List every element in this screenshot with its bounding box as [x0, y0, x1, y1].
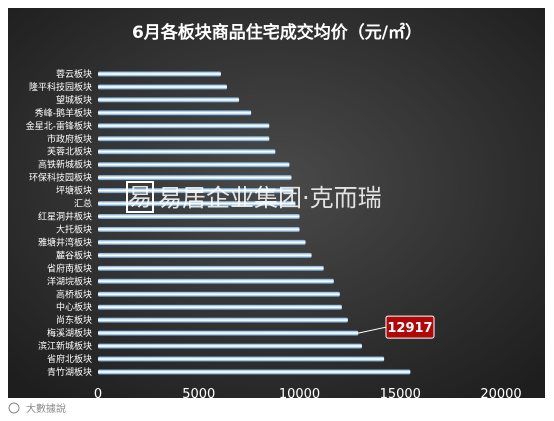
watermark-logo-glyph: 易 — [128, 183, 152, 211]
category-label: 麓谷板块 — [56, 249, 92, 261]
x-tick-label: 20000 — [480, 387, 521, 402]
x-tick-group: 0 5000 10000 15000 20000 — [94, 387, 522, 402]
bar — [98, 226, 300, 232]
bar — [98, 110, 252, 116]
bar — [98, 214, 300, 220]
bar — [98, 175, 292, 181]
bar — [98, 136, 270, 142]
bar — [98, 239, 306, 245]
category-label: 环保科技园板块 — [29, 172, 92, 184]
category-label: 红星洞井板块 — [38, 211, 92, 223]
category-label: 蓉云板块 — [56, 68, 92, 80]
bar — [98, 304, 342, 310]
bar — [98, 71, 221, 77]
bar — [98, 278, 334, 284]
category-label: 大托板块 — [56, 223, 92, 235]
category-label: 尚东板块 — [56, 314, 92, 326]
category-label: 滨江新城板块 — [38, 340, 92, 352]
category-label: 中心板块 — [56, 301, 92, 313]
bar — [98, 201, 296, 207]
bar — [98, 330, 359, 336]
category-label: 青竹湖板块 — [47, 366, 92, 378]
category-label: 坪塘板块 — [56, 185, 92, 197]
callout-box — [385, 315, 435, 339]
bar — [98, 84, 227, 90]
bar — [98, 291, 340, 297]
bar — [98, 97, 240, 103]
bar — [98, 343, 362, 349]
bar — [98, 252, 312, 258]
category-label: 秀峰-鹅羊板块 — [35, 107, 92, 119]
category-label: 梅溪湖板块 — [47, 327, 92, 339]
category-label: 洋湖垸板块 — [47, 275, 92, 287]
watermark: 易 易居企业集团·克而瑞 — [126, 181, 382, 213]
bar — [98, 149, 276, 155]
category-label: 雅塘井湾板块 — [38, 236, 92, 248]
watermark-text: 易居企业集团·克而瑞 — [158, 184, 382, 212]
bar — [98, 356, 385, 362]
category-label-group: 蓉云板块隆平科技园板块望城板块秀峰-鹅羊板块金星北-雷锋板块市政府板块芙蓉北板块… — [26, 68, 92, 378]
category-label: 望城板块 — [56, 94, 92, 106]
category-label: 隆平科技园板块 — [29, 81, 92, 93]
bar — [98, 162, 290, 168]
bar — [98, 317, 348, 323]
category-label: 省府北板块 — [47, 353, 92, 365]
category-label: 芙蓉北板块 — [47, 146, 92, 158]
value-callout: 12917 — [358, 315, 435, 339]
source-logo-icon — [8, 402, 20, 414]
x-tick-label: 0 — [94, 387, 102, 402]
category-label: 市政府板块 — [47, 133, 92, 145]
category-label: 金星北-雷锋板块 — [26, 120, 92, 132]
bar — [98, 188, 294, 194]
x-tick-label: 10000 — [279, 387, 320, 402]
chart-title: 6月各板块商品住宅成交均价（元/㎡） — [132, 22, 422, 43]
watermark-logo-box — [126, 181, 154, 213]
category-label: 高铁新城板块 — [38, 159, 92, 171]
x-tick-label: 15000 — [380, 387, 421, 402]
source-caption: 大數據說 — [26, 402, 66, 415]
category-label: 省府南板块 — [47, 262, 92, 274]
bar — [98, 123, 270, 129]
category-label: 汇总 — [74, 198, 92, 210]
bar — [98, 265, 324, 271]
callout-value-label: 12917 — [387, 321, 432, 336]
bar — [98, 369, 411, 375]
callout-line — [358, 326, 387, 334]
x-tick-label: 5000 — [182, 387, 215, 402]
bar-group — [98, 71, 411, 375]
category-label: 高桥板块 — [56, 288, 92, 300]
